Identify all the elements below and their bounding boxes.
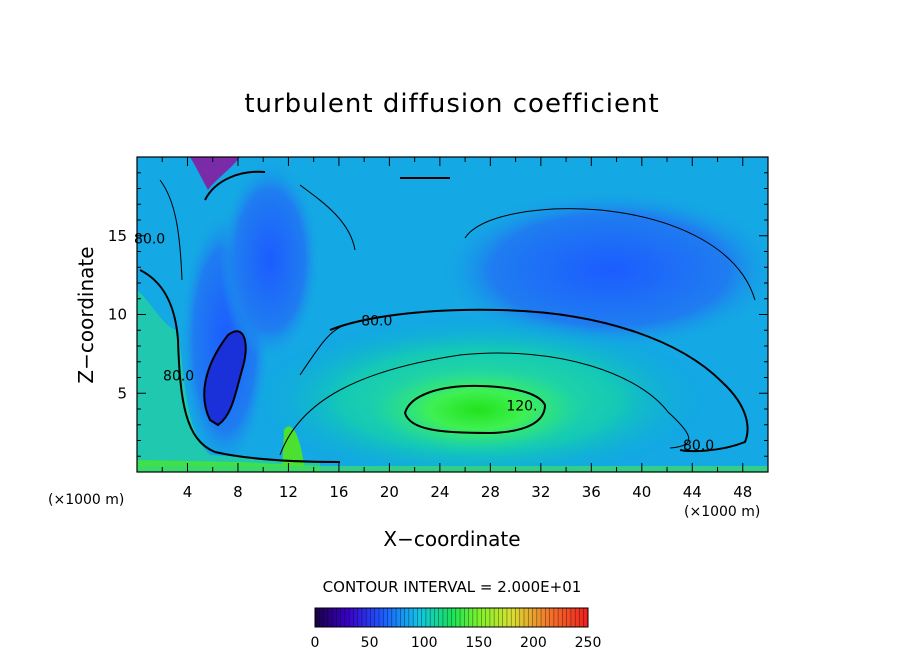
x-tick-label: 20	[380, 483, 399, 501]
colorbar-tick-label: 200	[520, 635, 547, 651]
y-axis-ticks: 5 10 15	[108, 172, 768, 457]
y-axis-label: Z−coordinate	[74, 246, 98, 383]
colorbar-tick-label: 0	[311, 635, 320, 651]
contour-interval-note: CONTOUR INTERVAL = 2.000E+01	[323, 578, 582, 596]
colorbar-ticks: 0 50 100 150 200 250	[311, 635, 602, 651]
y-tick-label: 10	[108, 306, 127, 324]
y-tick-label: 15	[108, 227, 127, 245]
x-axis-unit: (×1000 m)	[684, 504, 760, 520]
contour-label: 80.0	[361, 314, 392, 330]
x-tick-label: 16	[329, 483, 348, 501]
y-tick-label: 5	[117, 384, 127, 402]
contour-lines	[139, 170, 756, 463]
heatmap-field	[137, 157, 768, 472]
x-tick-label: 8	[233, 483, 243, 501]
contour-label: 80.0	[134, 232, 165, 248]
contour-label: 80.0	[683, 438, 714, 454]
colorbar-frame	[314, 607, 589, 628]
colorbar-tick-label: 100	[411, 635, 438, 651]
contour-label: 120.	[506, 399, 537, 415]
x-tick-label: 12	[279, 483, 298, 501]
x-tick-label: 44	[683, 483, 702, 501]
colorbar-tick-label: 250	[575, 635, 602, 651]
x-tick-label: 28	[481, 483, 500, 501]
x-tick-label: 24	[430, 483, 449, 501]
x-tick-label: 36	[582, 483, 601, 501]
x-tick-label: 40	[632, 483, 651, 501]
x-tick-label: 48	[733, 483, 752, 501]
contour-label: 80.0	[163, 369, 194, 385]
x-tick-label: 4	[183, 483, 193, 501]
colorbar-stripes	[318, 608, 585, 627]
x-axis-label: X−coordinate	[383, 527, 520, 551]
chart-title: turbulent diffusion coefficient	[244, 89, 659, 119]
colorbar-tick-label: 50	[361, 635, 379, 651]
y-axis-unit: (×1000 m)	[48, 492, 124, 508]
colorbar-tick-label: 150	[465, 635, 492, 651]
contour-labels: 80.0 80.0 80.0 120. 80.0	[134, 232, 714, 454]
x-tick-label: 32	[531, 483, 550, 501]
colorbar: 0 50 100 150 200 250	[311, 607, 602, 651]
x-axis-ticks: 4 8 12 16 20 24 28 32 36 40 44 48	[161, 157, 752, 501]
